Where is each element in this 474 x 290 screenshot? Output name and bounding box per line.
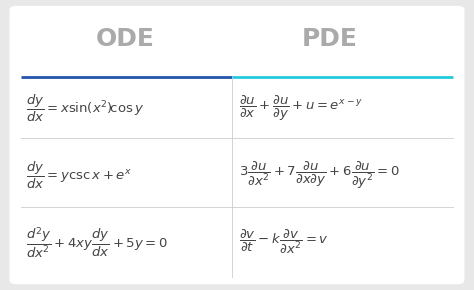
Text: $\dfrac{d^2y}{dx^2} + 4xy\dfrac{dy}{dx} + 5y = 0$: $\dfrac{d^2y}{dx^2} + 4xy\dfrac{dy}{dx} …: [26, 225, 168, 260]
Text: $\dfrac{\partial v}{\partial t} - k\dfrac{\partial v}{\partial x^2} = v$: $\dfrac{\partial v}{\partial t} - k\dfra…: [239, 228, 329, 256]
Text: $\dfrac{\partial u}{\partial x} + \dfrac{\partial u}{\partial y} + u = e^{x-y}$: $\dfrac{\partial u}{\partial x} + \dfrac…: [239, 94, 364, 123]
Text: $3\dfrac{\partial u}{\partial x^2} + 7\dfrac{\partial u}{\partial x\partial y} +: $3\dfrac{\partial u}{\partial x^2} + 7\d…: [239, 160, 401, 191]
Text: $\dfrac{dy}{dx} = y\csc x + e^{x}$: $\dfrac{dy}{dx} = y\csc x + e^{x}$: [26, 160, 132, 191]
Text: $\dfrac{dy}{dx} = x\sin\!\left(x^2\right)\!\cos y$: $\dfrac{dy}{dx} = x\sin\!\left(x^2\right…: [26, 93, 145, 124]
Text: PDE: PDE: [301, 27, 357, 51]
FancyBboxPatch shape: [9, 6, 465, 284]
Text: ODE: ODE: [96, 27, 155, 51]
